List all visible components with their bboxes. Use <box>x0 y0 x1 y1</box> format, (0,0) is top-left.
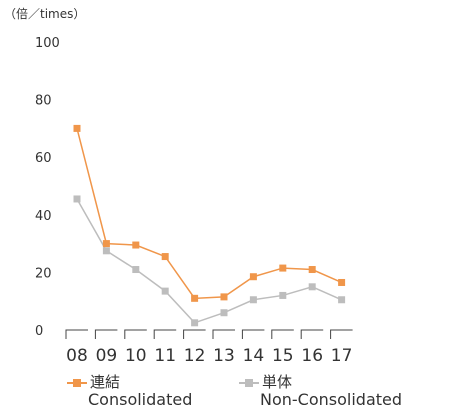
y-tick-label: 0 <box>35 324 43 339</box>
y-tick-label: 40 <box>35 209 52 224</box>
data-point <box>73 195 81 203</box>
square-marker-icon <box>67 377 87 389</box>
x-axis-bracket <box>153 329 177 339</box>
x-axis-bracket <box>241 329 265 339</box>
data-point <box>161 287 169 295</box>
x-axis-bracket <box>183 329 206 339</box>
series-consolidated <box>73 124 346 302</box>
x-tick-label: 09 <box>96 346 118 366</box>
square-marker-icon <box>239 377 259 389</box>
x-tick-label: 14 <box>243 346 265 366</box>
y-tick-label: 60 <box>35 151 52 166</box>
y-tick-label: 80 <box>35 94 52 109</box>
data-point <box>102 240 110 248</box>
data-point <box>220 309 228 317</box>
legend-label-non-consolidated-jp: 単体 <box>262 373 293 391</box>
data-point <box>249 273 257 281</box>
x-axis-bracket <box>271 329 294 339</box>
x-tick-label: 15 <box>272 346 294 366</box>
legend-label-consolidated-en: Consolidated <box>88 390 193 409</box>
data-point <box>132 241 140 249</box>
data-point <box>191 294 199 302</box>
x-tick-label: 16 <box>301 346 323 366</box>
x-tick-label: 13 <box>213 346 235 366</box>
x-axis-bracket <box>94 329 118 339</box>
x-axis-bracket <box>330 329 353 339</box>
data-point <box>308 283 316 291</box>
data-point <box>102 247 110 255</box>
x-axis: 08 09 10 11 12 13 14 15 16 17 <box>65 329 353 366</box>
data-point <box>191 319 199 327</box>
data-point <box>338 296 346 304</box>
x-axis-bracket <box>65 329 88 339</box>
data-point <box>308 266 316 274</box>
data-point <box>279 264 287 272</box>
x-axis-bracket <box>124 329 147 339</box>
y-tick-label: 100 <box>35 36 60 51</box>
legend-label-non-consolidated-en: Non-Consolidated <box>260 390 403 409</box>
data-point <box>338 278 346 286</box>
x-tick-label: 11 <box>154 346 176 366</box>
data-point <box>279 291 287 299</box>
data-point <box>161 253 169 261</box>
unit-label: （倍／times） <box>4 6 85 21</box>
legend-item-non-consolidated: 単体 Non-Consolidated <box>239 374 402 408</box>
series-line <box>76 198 342 324</box>
x-tick-label: 17 <box>331 346 353 366</box>
legend-label-consolidated-jp: 連結 <box>90 373 121 391</box>
data-point <box>249 296 257 304</box>
y-axis-ticks: 0 20 40 60 80 100 <box>35 36 60 339</box>
x-tick-label: 08 <box>66 346 88 366</box>
x-axis-bracket <box>300 329 324 339</box>
legend-item-consolidated: 連結 Consolidated <box>67 374 192 408</box>
line-chart: （倍／times） 0 20 40 60 80 100 08 09 10 11 12 13 14 15 1… <box>4 6 353 366</box>
series-non-consolidated <box>73 195 346 327</box>
x-tick-label: 12 <box>184 346 206 366</box>
data-point <box>73 124 81 132</box>
series-line <box>76 128 342 300</box>
data-point <box>220 293 228 301</box>
data-point <box>132 266 140 274</box>
x-tick-label: 10 <box>125 346 147 366</box>
series-layer <box>73 124 346 327</box>
y-tick-label: 20 <box>35 266 52 281</box>
x-axis-bracket <box>212 329 235 339</box>
